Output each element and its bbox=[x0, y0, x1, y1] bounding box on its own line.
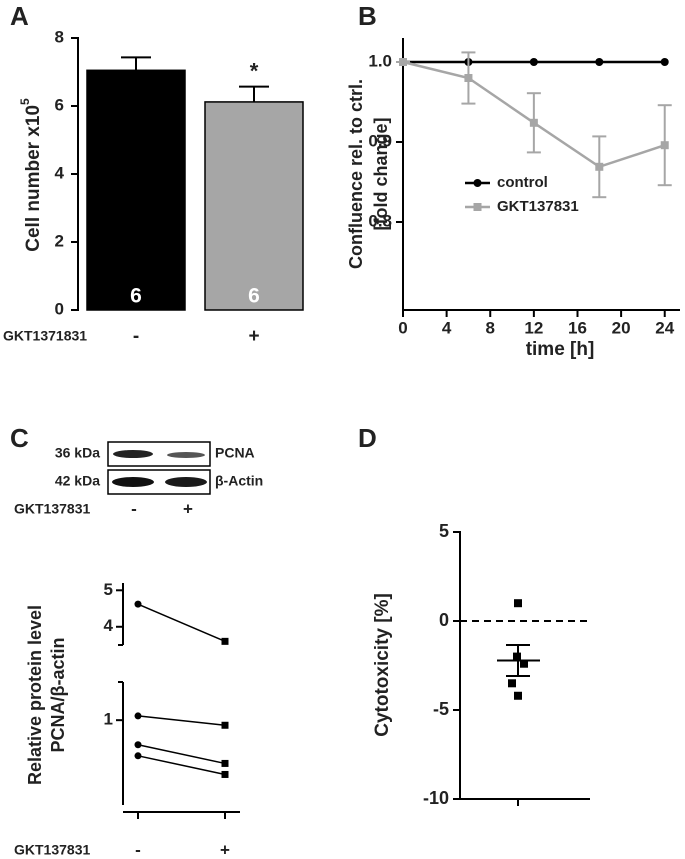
y-axis-title-text: Cell number x10 bbox=[23, 105, 44, 252]
marker bbox=[660, 141, 669, 150]
y-tick-label: 4 bbox=[55, 163, 65, 182]
pair-line bbox=[137, 715, 226, 727]
point bbox=[520, 659, 528, 668]
pair-line bbox=[137, 744, 226, 765]
point bbox=[508, 679, 516, 688]
blot-band bbox=[167, 452, 205, 458]
x-tick-label: 4 bbox=[442, 318, 452, 337]
blot-size: 36 kDa bbox=[55, 445, 100, 461]
marker bbox=[134, 600, 142, 608]
y-axis-title: [fold change] bbox=[371, 118, 391, 231]
bar-label: 6 bbox=[248, 285, 260, 308]
y-tick-label: 0 bbox=[439, 610, 449, 630]
marker bbox=[660, 58, 669, 66]
panel-label: B bbox=[358, 1, 377, 31]
marker bbox=[464, 74, 473, 82]
y-tick-label: 0 bbox=[55, 299, 64, 318]
x-tick-label: + bbox=[248, 326, 259, 347]
marker bbox=[595, 162, 604, 171]
legend-marker bbox=[473, 203, 482, 211]
marker bbox=[529, 58, 538, 66]
legend-label: control bbox=[497, 174, 548, 191]
y-tick-label: 6 bbox=[55, 95, 64, 114]
blot-size: 42 kDa bbox=[55, 473, 100, 489]
blot-protein: PCNA bbox=[215, 445, 255, 461]
pair-line bbox=[137, 603, 226, 643]
y-tick-label: 2 bbox=[55, 231, 64, 250]
marker bbox=[134, 752, 142, 760]
bar-label: 6 bbox=[130, 285, 142, 308]
row-label: GKT1371831 bbox=[3, 328, 87, 344]
y-tick-label: -5 bbox=[433, 699, 449, 719]
marker bbox=[221, 759, 229, 767]
marker bbox=[595, 58, 604, 66]
marker bbox=[221, 637, 229, 645]
x-tick-label: 24 bbox=[655, 318, 674, 337]
legend-marker bbox=[473, 179, 482, 187]
blot-lane: - bbox=[131, 499, 137, 518]
y-axis-title: PCNA/β-actin bbox=[48, 638, 68, 753]
blot-row-label: GKT137831 bbox=[14, 501, 90, 517]
point bbox=[514, 691, 522, 700]
point bbox=[514, 599, 522, 608]
pair-line bbox=[137, 755, 226, 776]
significance-annotation: * bbox=[250, 58, 259, 83]
y-tick-label: 0.8 bbox=[368, 211, 392, 230]
sem-bar bbox=[506, 644, 530, 678]
row-label: GKT137831 bbox=[14, 842, 90, 858]
marker bbox=[529, 118, 538, 127]
y-tick-label: 1 bbox=[104, 710, 113, 729]
marker bbox=[399, 58, 407, 66]
y-tick-label: 0.9 bbox=[368, 131, 392, 150]
bar bbox=[86, 69, 186, 311]
panel-label: A bbox=[10, 1, 29, 31]
panel-label: D bbox=[358, 423, 377, 453]
marker bbox=[221, 721, 229, 729]
x-axis-title: time [h] bbox=[526, 339, 595, 360]
x-tick-label: - bbox=[133, 326, 139, 347]
legend-label: GKT137831 bbox=[497, 198, 579, 215]
error-bar bbox=[121, 56, 151, 71]
blot-band bbox=[165, 477, 207, 487]
y-tick-label: 1.0 bbox=[368, 51, 392, 70]
blot-band bbox=[113, 450, 153, 458]
blot-lane: + bbox=[183, 499, 193, 518]
marker bbox=[134, 741, 142, 749]
y-axis-title: Confluence rel. to ctrl. bbox=[346, 79, 366, 269]
error-bar bbox=[239, 85, 269, 102]
x-tick-label: - bbox=[135, 840, 141, 859]
y-axis-title: Relative protein level bbox=[25, 605, 45, 785]
western-blot bbox=[107, 441, 211, 495]
x-tick-label: 20 bbox=[612, 318, 631, 337]
y-tick-label: 4 bbox=[104, 616, 114, 635]
blot-protein: β-Actin bbox=[215, 473, 263, 489]
y-tick-label: 8 bbox=[55, 27, 64, 46]
y-tick-label: 5 bbox=[439, 521, 449, 541]
x-tick-label: 0 bbox=[398, 318, 407, 337]
y-axis-title: Cytotoxicity [%] bbox=[372, 593, 393, 737]
blot-band bbox=[112, 477, 154, 487]
marker bbox=[221, 770, 229, 778]
x-tick-label: 16 bbox=[568, 318, 587, 337]
y-tick-label: 5 bbox=[104, 580, 113, 599]
marker bbox=[134, 712, 142, 720]
x-tick-label: 8 bbox=[486, 318, 495, 337]
bar bbox=[204, 101, 304, 311]
x-tick-label: 12 bbox=[524, 318, 543, 337]
y-axis-title: Cell number x105 bbox=[18, 98, 44, 252]
y-tick-label: -10 bbox=[423, 788, 449, 808]
x-tick-label: + bbox=[220, 840, 230, 859]
y-axis-title-superscript: 5 bbox=[18, 98, 32, 105]
panel-label: C bbox=[10, 423, 29, 453]
